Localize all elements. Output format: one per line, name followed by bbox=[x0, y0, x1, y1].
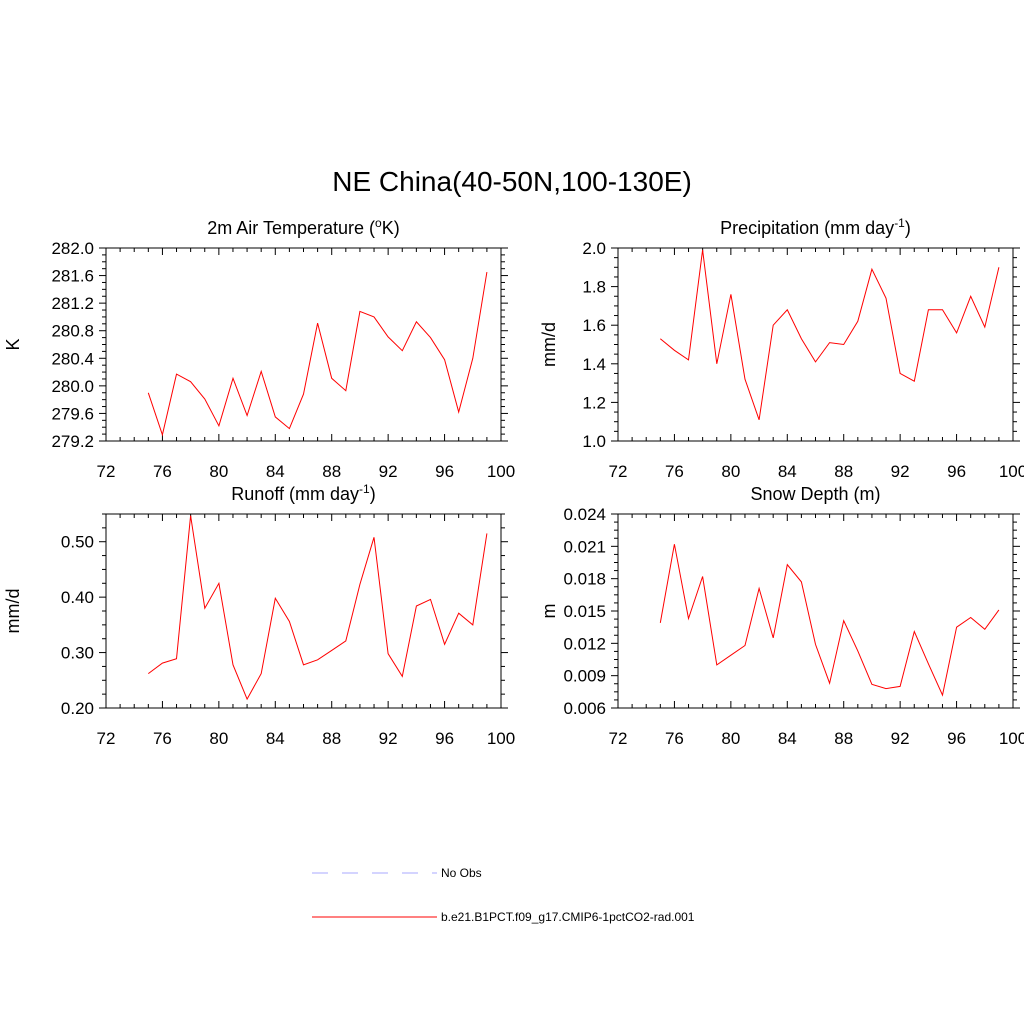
panel-title: Snow Depth (m) bbox=[750, 484, 880, 504]
chart-panel-4: 72 76 80 84 88 92 96 100 0.006 0.009 0.012 0.015 0.0… bbox=[539, 484, 1024, 748]
panel-title: Precipitation (mm day-1) bbox=[720, 216, 911, 238]
series-line-1 bbox=[659, 544, 1000, 697]
x-tick-label: 92 bbox=[379, 462, 398, 481]
x-tick-label: 100 bbox=[487, 462, 515, 481]
y-tick-label: 0.40 bbox=[61, 588, 94, 607]
x-tick-label: 88 bbox=[834, 729, 853, 748]
x-tick-label: 84 bbox=[778, 462, 797, 481]
y-axis-label: mm/d bbox=[3, 589, 23, 634]
y-tick-label: 1.0 bbox=[582, 432, 606, 451]
x-tick-label: 80 bbox=[721, 729, 740, 748]
y-tick-label: 0.018 bbox=[563, 570, 606, 589]
x-tick-label: 100 bbox=[999, 462, 1024, 481]
y-tick-label: 1.4 bbox=[582, 355, 606, 374]
y-axis-label: m bbox=[539, 604, 559, 619]
x-tick-label: 76 bbox=[153, 729, 172, 748]
y-tick-label: 0.015 bbox=[563, 602, 606, 621]
x-tick-label: 92 bbox=[891, 462, 910, 481]
x-tick-label: 100 bbox=[487, 729, 515, 748]
plot-frame bbox=[617, 247, 1014, 442]
series-line-1 bbox=[147, 272, 488, 437]
panel-title: 2m Air Temperature (oK) bbox=[207, 216, 399, 238]
y-tick-label: 0.024 bbox=[563, 505, 606, 524]
y-tick-label: 0.009 bbox=[563, 667, 606, 686]
x-tick-label: 80 bbox=[721, 462, 740, 481]
legend-label-1: No Obs bbox=[441, 866, 482, 880]
y-tick-label: 0.50 bbox=[61, 533, 94, 552]
plot-frame bbox=[105, 247, 502, 442]
x-tick-label: 84 bbox=[778, 729, 797, 748]
plot-frame bbox=[617, 513, 1014, 709]
x-tick-label: 100 bbox=[999, 729, 1024, 748]
x-tick-label: 88 bbox=[322, 462, 341, 481]
x-tick-label: 72 bbox=[97, 462, 116, 481]
y-tick-label: 1.2 bbox=[582, 393, 606, 412]
y-tick-label: 2.0 bbox=[582, 239, 606, 258]
y-tick-label: 280.8 bbox=[51, 322, 94, 341]
y-axis-label: K bbox=[3, 338, 23, 350]
y-axis-label: mm/d bbox=[539, 322, 559, 367]
x-tick-label: 96 bbox=[947, 729, 966, 748]
y-tick-label: 0.012 bbox=[563, 634, 606, 653]
y-tick-label: 280.4 bbox=[51, 349, 94, 368]
y-tick-label: 1.6 bbox=[582, 316, 606, 335]
figure-title: NE China(40-50N,100-130E) bbox=[332, 166, 692, 197]
y-tick-label: 0.20 bbox=[61, 699, 94, 718]
panel-title: Runoff (mm day-1) bbox=[231, 482, 375, 504]
x-tick-label: 88 bbox=[834, 462, 853, 481]
x-tick-label: 72 bbox=[97, 729, 116, 748]
chart-panel-3: 72 76 80 84 88 92 96 100 0.20 0.30 0.40 0.50 mm/d Run… bbox=[3, 482, 515, 748]
x-tick-label: 88 bbox=[322, 729, 341, 748]
x-tick-label: 76 bbox=[153, 462, 172, 481]
y-tick-label: 281.2 bbox=[51, 294, 94, 313]
y-tick-label: 1.8 bbox=[582, 278, 606, 297]
y-tick-label: 281.6 bbox=[51, 267, 94, 286]
x-tick-label: 92 bbox=[379, 729, 398, 748]
y-tick-label: 0.006 bbox=[563, 699, 606, 718]
x-tick-label: 72 bbox=[609, 729, 628, 748]
y-tick-label: 279.6 bbox=[51, 404, 94, 423]
series-line-1 bbox=[659, 249, 1000, 420]
x-tick-label: 96 bbox=[435, 729, 454, 748]
y-tick-label: 0.021 bbox=[563, 537, 606, 556]
plot-frame bbox=[105, 513, 502, 709]
y-tick-label: 0.30 bbox=[61, 644, 94, 663]
chart-panel-2: 72 76 80 84 88 92 96 100 1.0 1.2 1.4 1.6 1.8 2.0 mm/d P… bbox=[539, 216, 1024, 481]
x-tick-label: 72 bbox=[609, 462, 628, 481]
legend: No Obs b.e21.B1PCT.f09_g17.CMIP6-1pctCO2-… bbox=[312, 866, 695, 924]
x-tick-label: 96 bbox=[435, 462, 454, 481]
y-tick-label: 282.0 bbox=[51, 239, 94, 258]
y-tick-label: 280.0 bbox=[51, 377, 94, 396]
x-tick-label: 84 bbox=[266, 462, 285, 481]
x-tick-label: 96 bbox=[947, 462, 966, 481]
x-tick-label: 80 bbox=[209, 729, 228, 748]
x-tick-label: 76 bbox=[665, 729, 684, 748]
x-tick-label: 92 bbox=[891, 729, 910, 748]
x-tick-label: 84 bbox=[266, 729, 285, 748]
y-tick-label: 279.2 bbox=[51, 432, 94, 451]
chart-panel-1: 72 76 80 84 88 92 96 100 279.2 279.6 280.0 280.4 280… bbox=[3, 216, 515, 481]
series-line-1 bbox=[148, 515, 488, 701]
x-tick-label: 80 bbox=[209, 462, 228, 481]
x-tick-label: 76 bbox=[665, 462, 684, 481]
legend-label-2: b.e21.B1PCT.f09_g17.CMIP6-1pctCO2-rad.00… bbox=[441, 910, 695, 924]
